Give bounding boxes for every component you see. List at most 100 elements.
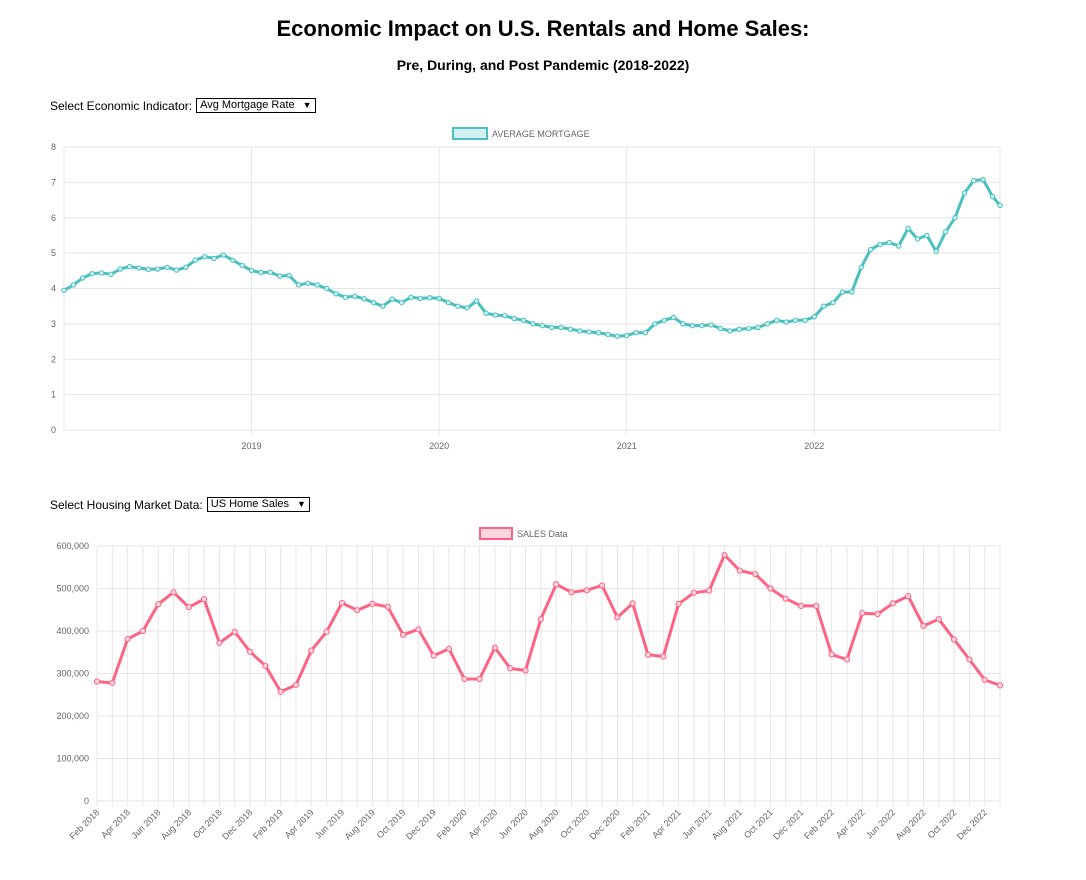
sales-data-point (752, 570, 759, 578)
sales-data-point (843, 656, 851, 663)
economic-indicator-select[interactable]: Avg Mortgage Rate ▼ (196, 98, 316, 113)
y-tick-label: 4 (51, 284, 56, 294)
legend-label: AVERAGE MORTGAGE (492, 129, 590, 139)
mortgage-data-point (933, 248, 939, 255)
mortgage-data-point (708, 322, 714, 328)
sales-data-point (507, 665, 514, 672)
mortgage-data-point (867, 246, 874, 253)
housing-market-control: Select Housing Market Data: US Home Sale… (50, 497, 310, 512)
economic-indicator-label: Select Economic Indicator: (50, 98, 193, 113)
sales-data-point (813, 602, 820, 610)
mortgage-data-point (164, 264, 170, 270)
x-tick-label: Aug 2020 (526, 807, 560, 841)
y-tick-label: 6 (51, 213, 56, 223)
y-tick-label: 400,000 (56, 626, 89, 636)
mortgage-data-point (502, 313, 508, 319)
sales-data-point (920, 622, 927, 630)
sales-data-point (491, 644, 499, 651)
mortgage-data-point (605, 331, 611, 338)
mortgage-data-point (145, 266, 152, 273)
mortgage-data-point (323, 285, 330, 292)
sales-data-point (905, 593, 912, 600)
sales-data-point (292, 681, 300, 689)
x-tick-label: 2022 (804, 441, 824, 451)
mortgage-data-point (633, 330, 639, 336)
y-tick-label: 1 (51, 390, 56, 400)
y-tick-label: 8 (51, 142, 56, 152)
mortgage-data-point (511, 315, 517, 322)
mortgage-data-point (277, 273, 283, 279)
x-tick-label: 2020 (429, 441, 449, 451)
sales-data-point (706, 587, 713, 594)
y-tick-label: 100,000 (56, 754, 89, 764)
sales-data-point (629, 600, 636, 607)
sales-data-point (277, 688, 284, 695)
sales-data-point (996, 682, 1004, 689)
x-tick-label: Oct 2019 (375, 807, 408, 840)
mortgage-data-point (896, 243, 902, 249)
mortgage-data-point (230, 257, 236, 263)
mortgage-data-point (314, 282, 320, 288)
mortgage-data-point (98, 270, 105, 276)
sales-data-point (797, 602, 805, 610)
mortgage-data-point (239, 262, 245, 269)
sales-data-point (767, 585, 774, 592)
chevron-down-icon: ▼ (297, 499, 306, 509)
mortgage-data-point (905, 225, 911, 232)
y-tick-label: 2 (51, 354, 56, 364)
x-tick-label: Aug 2018 (159, 807, 193, 841)
mortgage-data-point (445, 299, 452, 306)
mortgage-data-point (173, 267, 180, 273)
mortgage-data-point (436, 295, 442, 302)
y-tick-label: 7 (51, 177, 56, 187)
legend-swatch (479, 527, 513, 540)
mortgage-data-point (361, 296, 367, 302)
mortgage-data-point (398, 299, 405, 306)
mortgage-data-point (670, 314, 677, 321)
mortgage-data-point (220, 252, 227, 258)
housing-market-select[interactable]: US Home Sales ▼ (206, 497, 310, 512)
sales-data-point (231, 628, 238, 635)
mortgage-data-point (417, 295, 424, 302)
mortgage-data-point (577, 328, 583, 334)
sales-data-point (889, 600, 896, 607)
sales-data-point (185, 604, 192, 611)
mortgage-data-point (595, 330, 602, 336)
mortgage-data-point (717, 325, 724, 332)
sales-data-point (430, 652, 437, 659)
mortgage-data-point (914, 236, 921, 242)
mortgage-data-point (997, 202, 1003, 209)
mortgage-data-point (792, 317, 799, 324)
mortgage-data-point (267, 269, 274, 275)
y-tick-label: 300,000 (56, 669, 89, 679)
mortgage-data-point (745, 325, 752, 332)
mortgage-data-point (558, 324, 564, 331)
mortgage-data-point (877, 241, 883, 247)
sales-data-point (354, 607, 361, 614)
mortgage-data-point (258, 269, 264, 276)
x-tick-label: Apr 2019 (283, 807, 316, 840)
y-tick-label: 0 (51, 425, 56, 435)
sales-data-point (690, 589, 697, 596)
mortgage-data-point (614, 333, 621, 339)
mortgage-data-point (586, 329, 592, 335)
mortgage-data-point (961, 190, 968, 196)
economic-indicator-control: Select Economic Indicator: Avg Mortgage … (50, 98, 316, 113)
mortgage-data-point (201, 253, 208, 260)
mortgage-data-point (408, 294, 414, 301)
sales-chart: 0 100,000 200,000 300,000 400,000 500,000 600,… (56, 527, 1004, 842)
page-subtitle: Pre, During, and Post Pandemic (2018-202… (396, 57, 690, 73)
mortgage-data-point (492, 312, 499, 318)
x-tick-label: Apr 2018 (99, 807, 132, 840)
sales-data-point (537, 616, 544, 623)
mortgage-data-point (155, 266, 161, 272)
mortgage-data-point (333, 291, 339, 297)
mortgage-data-point (286, 272, 292, 279)
x-tick-label: Jun 2021 (680, 807, 713, 840)
page-title: Economic Impact on U.S. Rentals and Home… (276, 16, 810, 41)
legend-label: SALES Data (517, 529, 568, 539)
mortgage-data-point (530, 321, 536, 327)
x-tick-label: Apr 2020 (466, 807, 499, 840)
sales-data-point (935, 616, 942, 623)
mortgage-data-point (136, 265, 142, 271)
